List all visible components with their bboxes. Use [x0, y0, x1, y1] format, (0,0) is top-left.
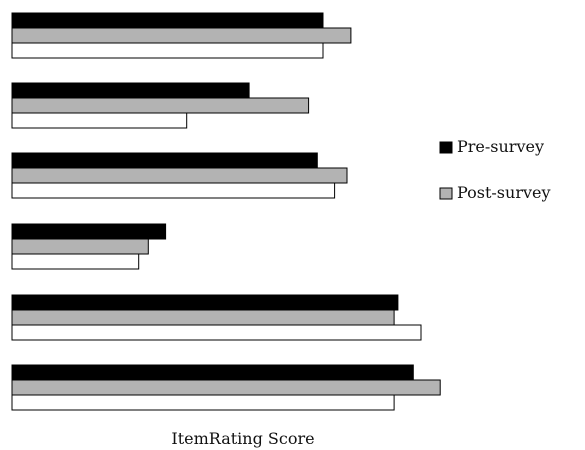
- legend-swatch-post-survey: [439, 187, 453, 200]
- bar-third-item-1: [11, 42, 324, 59]
- bar-post-item-2: [11, 97, 310, 114]
- bar-third-item-6: [11, 394, 395, 411]
- bar-pre-item-6: [11, 364, 414, 381]
- bar-pre-item-5: [11, 294, 399, 311]
- bar-post-item-6: [11, 379, 441, 396]
- bar-pre-item-4: [11, 223, 167, 240]
- legend-label-pre-survey: Pre-survey: [457, 137, 544, 156]
- bar-pre-item-2: [11, 82, 250, 99]
- bars-group: [11, 12, 441, 411]
- bar-third-item-4: [11, 253, 140, 270]
- bar-pre-item-3: [11, 152, 318, 169]
- bar-post-item-1: [11, 27, 352, 44]
- bar-third-item-5: [11, 324, 422, 341]
- legend-label-post-survey: Post-survey: [457, 183, 551, 202]
- bar-pre-item-1: [11, 12, 324, 29]
- x-axis-title: ItemRating Score: [171, 429, 314, 448]
- bar-post-item-5: [11, 309, 395, 326]
- bar-post-item-4: [11, 238, 149, 255]
- bar-third-item-3: [11, 182, 336, 199]
- legend: Pre-survey Post-survey: [439, 137, 551, 202]
- bar-post-item-3: [11, 167, 348, 184]
- bar-third-item-2: [11, 112, 188, 129]
- legend-swatch-pre-survey: [439, 141, 453, 154]
